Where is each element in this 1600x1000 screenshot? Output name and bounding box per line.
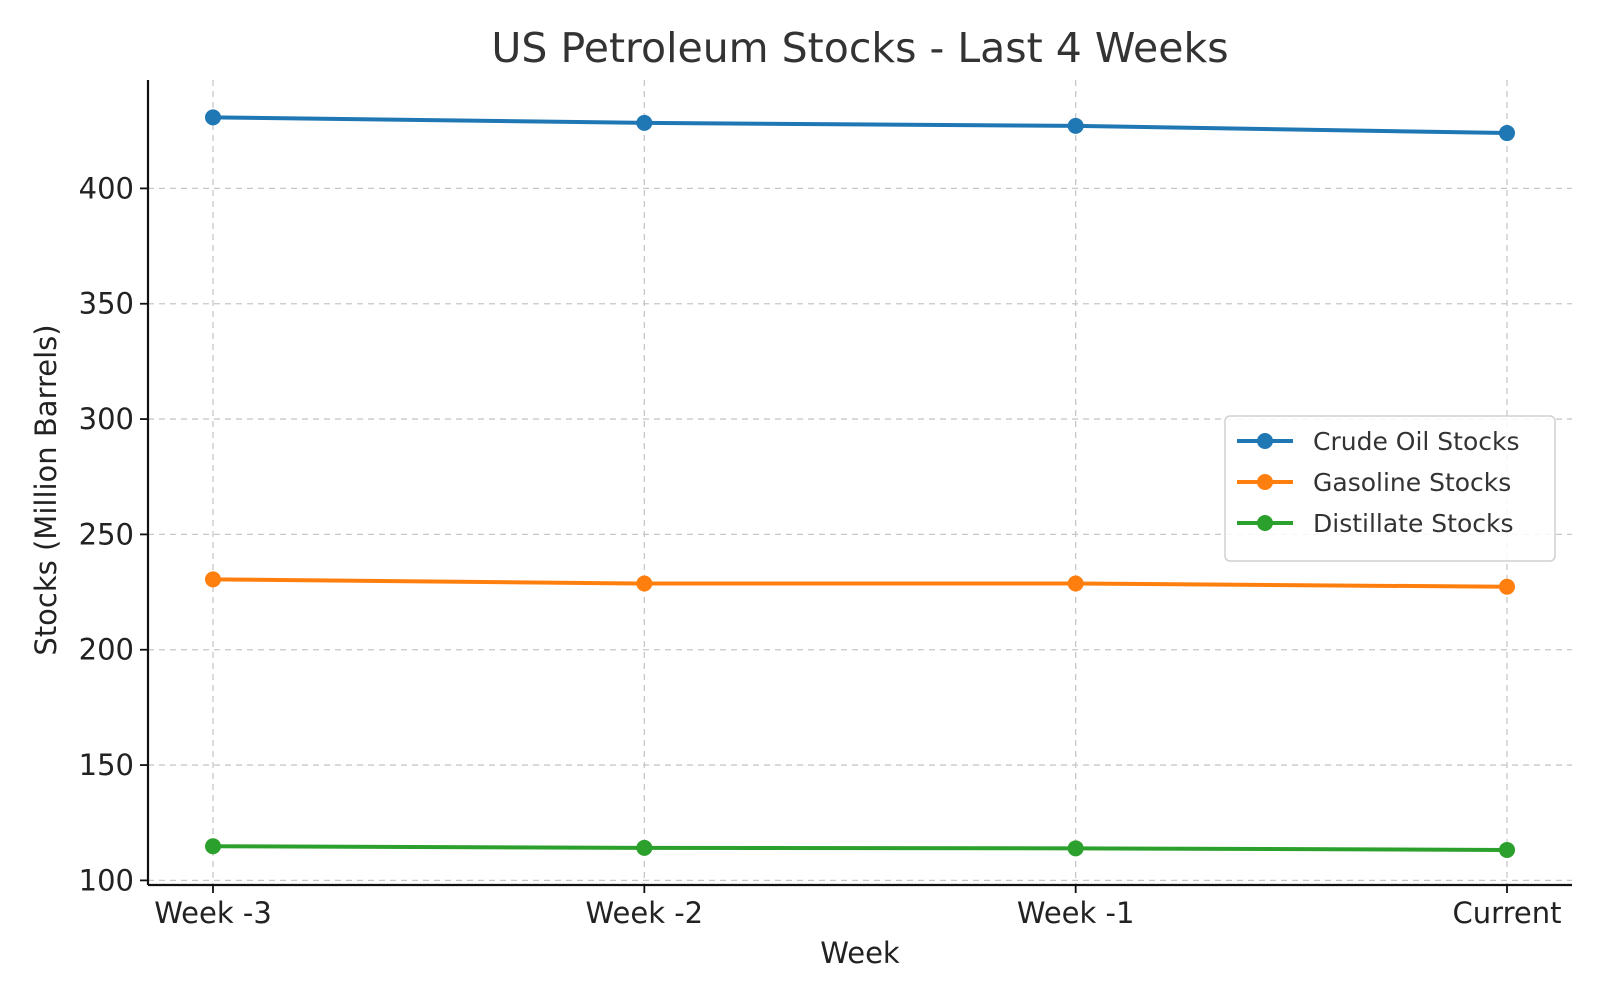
data-point-distillate-stocks-3 bbox=[1499, 841, 1515, 858]
x-tick-label-1: Week -2 bbox=[586, 896, 704, 930]
legend-swatch-marker-gasoline-stocks bbox=[1257, 474, 1273, 490]
series-line-distillate-stocks bbox=[211, 844, 1509, 852]
data-point-crude-oil-stocks-2 bbox=[1067, 117, 1084, 134]
data-point-distillate-stocks-1 bbox=[636, 839, 653, 856]
series-crude-oil-stocks bbox=[205, 109, 1515, 142]
data-point-distillate-stocks-2 bbox=[1067, 840, 1084, 857]
y-tick-label-250: 250 bbox=[79, 517, 134, 551]
grid-lines bbox=[148, 80, 1572, 885]
y-tick-label-150: 150 bbox=[79, 748, 134, 782]
legend-swatch-marker-distillate-stocks bbox=[1257, 515, 1273, 531]
series-distillate-stocks bbox=[205, 838, 1515, 858]
legend-box bbox=[1224, 415, 1556, 562]
legend-item-crude-oil-stocks: Crude Oil Stocks bbox=[1237, 427, 1520, 456]
legend-item-gasoline-stocks: Gasoline Stocks bbox=[1237, 468, 1511, 497]
y-tick-label-400: 400 bbox=[79, 171, 134, 205]
data-point-gasoline-stocks-2 bbox=[1067, 575, 1084, 592]
y-tick-label-200: 200 bbox=[79, 633, 134, 667]
y-tick-label-350: 350 bbox=[79, 287, 134, 321]
data-point-gasoline-stocks-1 bbox=[636, 575, 653, 592]
series-line-crude-oil-stocks bbox=[211, 115, 1509, 136]
data-point-gasoline-stocks-3 bbox=[1499, 578, 1515, 595]
data-point-crude-oil-stocks-3 bbox=[1499, 125, 1515, 142]
x-tick-label-3: Current bbox=[1453, 896, 1562, 930]
legend-label-gasoline-stocks: Gasoline Stocks bbox=[1313, 468, 1511, 497]
legend-swatch-marker-crude-oil-stocks bbox=[1257, 433, 1273, 449]
legend: Crude Oil Stocks Gasoline Stocks Distillat… bbox=[1224, 415, 1556, 562]
x-axis-label: Week bbox=[820, 936, 900, 970]
axes bbox=[140, 80, 1572, 893]
y-tick-label-100: 100 bbox=[79, 863, 134, 897]
tick-labels: 100 150 200 250 300 350 400 Week -3 Week -2 Week … bbox=[79, 171, 1562, 930]
data-point-distillate-stocks-0 bbox=[205, 838, 221, 855]
series-line-gasoline-stocks bbox=[211, 577, 1509, 589]
data-series bbox=[205, 109, 1515, 858]
x-tick-label-0: Week -3 bbox=[154, 896, 272, 930]
y-axis-label: Stocks (Million Barrels) bbox=[29, 324, 63, 655]
x-tick-label-2: Week -1 bbox=[1017, 896, 1135, 930]
data-point-gasoline-stocks-0 bbox=[205, 571, 221, 588]
data-point-crude-oil-stocks-1 bbox=[636, 114, 653, 131]
series-gasoline-stocks bbox=[205, 571, 1515, 595]
chart-title: US Petroleum Stocks - Last 4 Weeks bbox=[491, 24, 1228, 72]
legend-label-distillate-stocks: Distillate Stocks bbox=[1313, 509, 1514, 538]
data-point-crude-oil-stocks-0 bbox=[205, 109, 221, 126]
y-tick-label-300: 300 bbox=[79, 402, 134, 436]
legend-item-distillate-stocks: Distillate Stocks bbox=[1237, 509, 1514, 538]
legend-label-crude-oil-stocks: Crude Oil Stocks bbox=[1313, 427, 1520, 456]
